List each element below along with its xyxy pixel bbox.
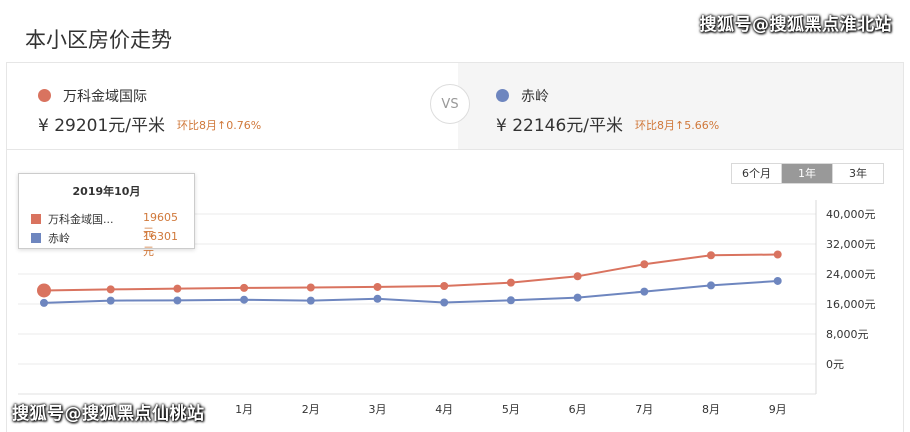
vs-badge: VS (430, 84, 470, 124)
tooltip-title: 2019年10月 (72, 185, 141, 198)
watermark-bottom: 搜狐号@搜狐黑点仙桃站 (12, 404, 205, 424)
data-point (373, 282, 382, 291)
page-title: 本小区房价走势 (25, 28, 172, 52)
x-tick-label: 8月 (702, 403, 720, 416)
tooltip-swatch (31, 233, 41, 243)
data-point (106, 285, 115, 294)
compare-left: 万科金域国际 ¥ 29201元/平米 环比8月↑0.76% (7, 63, 458, 149)
data-point (173, 284, 182, 293)
data-point (306, 283, 315, 292)
community-name-left: 万科金域国际 (63, 89, 147, 105)
tooltip-series-name: 万科金域国... (48, 213, 114, 226)
x-tick-label: 9月 (769, 403, 787, 416)
tooltip-series-name: 赤岭 (48, 232, 70, 245)
data-point (240, 295, 249, 304)
data-point (506, 296, 515, 305)
data-point (640, 287, 649, 296)
data-point (573, 272, 582, 281)
community-name-right: 赤岭 (521, 89, 549, 105)
watermark-top: 搜狐号@搜狐黑点淮北站 (699, 15, 892, 35)
chart-tooltip: 2019年10月 万科金域国... 19605元 赤岭 16301元 (18, 173, 195, 258)
data-point (173, 296, 182, 305)
tab-3-years[interactable]: 3年 (833, 164, 883, 183)
data-point (707, 281, 715, 290)
y-tick-label: 8,000元 (826, 328, 869, 341)
data-point (773, 276, 782, 285)
period-tabs: 6个月 1年 3年 (731, 163, 884, 184)
y-tick-label: 0元 (826, 358, 844, 371)
y-tick-label: 24,000元 (826, 268, 876, 281)
data-point (440, 298, 449, 307)
compare-panel: 万科金域国际 ¥ 29201元/平米 环比8月↑0.76% 赤岭 ¥ 22146… (6, 62, 904, 150)
x-tick-label: 4月 (435, 403, 453, 416)
tooltip-series-value: 16301元 (143, 230, 178, 258)
tab-6-months[interactable]: 6个月 (732, 164, 782, 183)
y-tick-label: 32,000元 (826, 238, 876, 251)
data-point (773, 250, 782, 259)
data-point (373, 294, 382, 303)
series-dot-right (496, 89, 509, 102)
x-tick-label: 6月 (569, 403, 587, 416)
data-point (37, 283, 51, 298)
price-left: ¥ 29201元/平米 (38, 116, 166, 136)
data-point (707, 251, 715, 260)
tooltip-row: 赤岭 16301元 (31, 230, 184, 258)
series-line (43, 280, 778, 304)
data-point (40, 298, 48, 307)
compare-right: 赤岭 ¥ 22146元/平米 环比8月↑5.66% (458, 63, 903, 149)
tooltip-series-value: 19605元 (143, 211, 178, 239)
change-right: 环比8月↑5.66% (635, 119, 720, 132)
change-left: 环比8月↑0.76% (177, 119, 262, 132)
data-point (440, 282, 449, 290)
tooltip-swatch (31, 214, 41, 224)
data-point (506, 278, 515, 287)
y-tick-label: 40,000元 (826, 208, 876, 221)
x-tick-label: 5月 (502, 403, 520, 416)
chart-panel (6, 150, 904, 432)
data-point (573, 293, 582, 302)
x-tick-label: 7月 (635, 403, 653, 416)
tooltip-row: 万科金域国... 19605元 (31, 211, 184, 239)
data-point (640, 260, 649, 269)
tab-1-year[interactable]: 1年 (782, 164, 833, 183)
series-line (43, 253, 778, 292)
data-point (240, 283, 249, 292)
data-point (306, 296, 315, 305)
price-right: ¥ 22146元/平米 (496, 116, 624, 136)
series-dot-left (38, 89, 51, 102)
x-tick-label: 2月 (302, 403, 320, 416)
x-tick-label: 3月 (369, 403, 387, 416)
x-tick-label: 1月 (235, 403, 253, 416)
data-point (106, 296, 115, 305)
y-tick-label: 16,000元 (826, 298, 876, 311)
